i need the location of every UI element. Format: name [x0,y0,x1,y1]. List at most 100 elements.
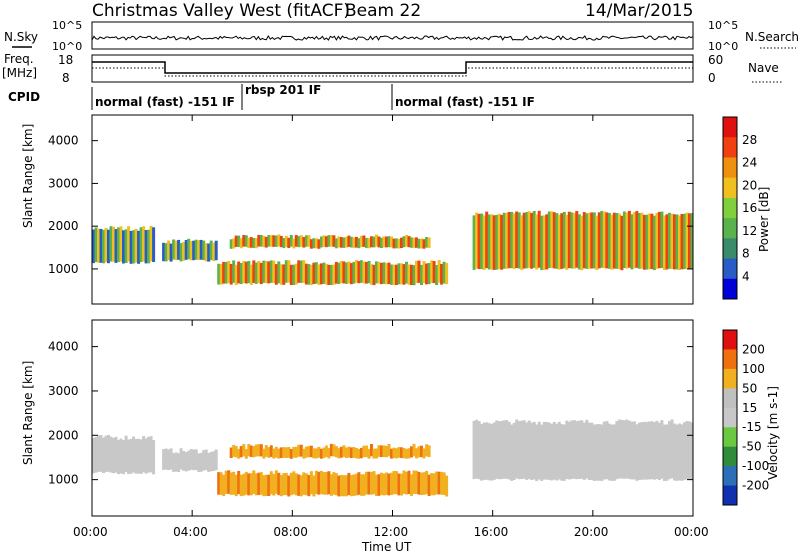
velocity-echo-band-2-cell-49 [339,475,343,497]
power-echo-band-1-cell-16 [202,240,206,261]
power-echo-band-2-cell-65 [380,262,383,285]
power-echo-band-2-cell-91 [445,262,449,285]
power-echo-band-4-cell-61 [625,212,629,269]
velocity-echo-band-3-cell-9 [252,446,256,458]
power-echo-band-4-cell-74 [657,211,661,269]
power-echo-band-0-cell-0 [92,229,95,264]
velocity-echo-band-1-cell-21 [214,449,218,471]
power-echo-band-3-cell-62 [385,236,388,248]
velocity-echo-band-4-cell-38 [567,421,571,480]
power-echo-band-0-cell-16 [132,230,136,264]
power-echo-band-2-cell-64 [377,261,381,284]
velocity-echo-band-4-cell-26 [537,421,541,480]
velocity-echo-band-4-cell-85 [685,421,689,480]
velocity-echo-band-1-cell-16 [202,450,206,471]
velocity-echo-band-4-cell-58 [617,419,621,479]
power-colorbar-tick-5: 8 [742,247,750,261]
velocity-echo-band-3-cell-17 [272,448,276,459]
power-echo-band-2-cell-47 [334,261,338,284]
power-echo-band-2-cell-21 [269,260,273,283]
power-echo-band-4-cell-5 [485,211,489,269]
power-echo-band-2-cell-2 [222,261,226,284]
power-echo-band-1-cell-5 [174,240,178,261]
power-echo-band-4-cell-41 [575,211,579,268]
velocity-echo-band-4-cell-3 [480,423,484,481]
power-echo-band-2-cell-55 [354,260,358,283]
power-echo-band-4-cell-51 [600,210,604,268]
power-echo-band-2-cell-9 [239,263,243,285]
velocity-echo-band-2-cell-9 [239,474,243,497]
power-echo-band-4-cell-45 [585,213,589,269]
velocity-colorbar: 200 100 50 15 -15 -50 -100 -200 [722,329,769,506]
power-echo-band-3-cell-35 [317,239,321,249]
velocity-echo-band-3-cell-52 [359,447,363,459]
power-echo-band-3-cell-61 [382,236,386,248]
velocity-echo-band-2-cell-47 [334,473,338,496]
power-echo-band-2-cell-0 [217,263,221,285]
power-echo-band-2-cell-73 [400,263,403,285]
velocity-echo-band-3-cell-45 [342,445,346,457]
velocity-echoes [92,419,694,497]
velocity-echo-band-4-cell-79 [670,419,674,479]
power-echo-band-2-cell-54 [352,261,356,284]
power-echo-band-3-cell-26 [294,235,298,247]
power-echo-band-3-cell-52 [359,235,363,247]
power-echo-band-0-cell-10 [117,227,120,263]
velocity-echo-band-3-cell-72 [410,446,413,458]
velocity-echo-band-1-cell-2 [167,449,171,471]
power-echo-band-4-cell-0 [472,215,476,270]
velocity-echo-band-4-cell-31 [550,423,554,481]
velocity-echo-band-4-cell-10 [497,421,501,480]
power-echo-band-3-cell-9 [252,237,256,249]
velocity-ytick-label-1: 2000 [48,428,79,442]
power-echo-band-4-cell-29 [545,214,549,270]
velocity-echo-band-2-cell-91 [445,475,449,497]
power-echo-band-3-cell-6 [244,235,248,247]
velocity-echo-band-3-cell-1 [232,445,236,457]
station-title: Christmas Valley West (fitACF) [92,1,350,21]
power-echo-band-4-cell-28 [542,215,546,270]
power-echo-band-2-cell-80 [417,260,421,283]
power-echo-band-2-cell-12 [247,261,251,284]
velocity-echo-band-2-cell-61 [370,472,373,495]
velocity-echo-band-4-cell-37 [565,420,569,479]
power-echo-band-1-cell-10 [187,238,191,260]
velocity-echo-band-2-cell-8 [237,470,241,495]
velocity-echo-band-1-cell-13 [194,449,198,470]
power-colorbar-segment-7 [723,258,737,280]
velocity-echo-band-4-cell-53 [605,421,609,480]
power-echo-band-3-cell-31 [307,235,311,247]
power-echo-band-2-cell-44 [327,264,331,285]
velocity-echo-band-3-cell-54 [365,445,368,458]
velocity-echo-band-4-cell-61 [625,419,629,479]
xtick-label-3: 12:00 [374,525,409,539]
power-echo-band-2-cell-60 [367,261,371,284]
velocity-echo-band-2-cell-16 [257,472,261,495]
velocity-echo-band-2-cell-51 [344,475,348,497]
velocity-echo-band-4-cell-40 [572,420,576,479]
velocity-echo-band-2-cell-53 [349,475,353,497]
power-echo-band-4-cell-38 [567,211,571,269]
velocity-echo-band-0-cell-17 [134,439,138,474]
power-echo-band-4-cell-36 [562,211,566,269]
velocity-echo-band-3-cell-70 [405,448,408,459]
power-echo-band-3-cell-69 [402,236,406,248]
power-echo-band-4-cell-60 [622,211,626,268]
mode-label-0: normal (fast) -151 IF [95,95,235,109]
velocity-echo-band-2-cell-36 [307,475,311,497]
mode-label-2: normal (fast) -151 IF [395,95,535,109]
velocity-echo-band-2-cell-30 [292,471,296,495]
power-echo-band-3-cell-13 [262,236,266,248]
velocity-echo-band-3-cell-68 [400,447,403,458]
power-echo-band-4-cell-75 [660,211,664,269]
power-colorbar-segment-0 [723,117,737,138]
velocity-echo-band-4-cell-43 [580,420,584,479]
velocity-echo-band-4-cell-14 [507,421,511,480]
velocity-ytick-label-3: 4000 [48,340,79,354]
power-colorbar-tick-3: 16 [742,201,757,215]
velocity-echo-band-4-cell-63 [630,421,634,480]
velocity-echo-band-1-cell-5 [174,452,178,472]
velocity-echo-band-2-cell-62 [372,471,376,495]
power-echo-band-4-cell-12 [502,212,506,269]
power-echo-band-2-cell-82 [422,261,426,284]
